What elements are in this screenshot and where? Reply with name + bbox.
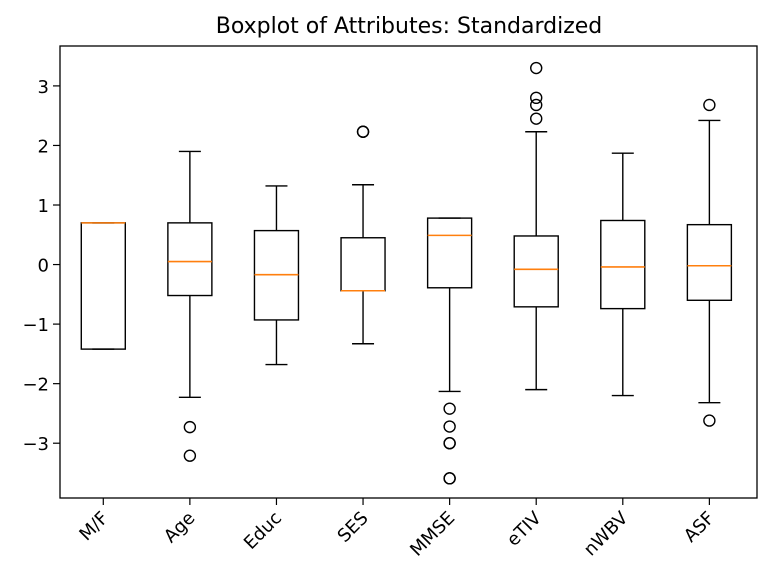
outlier-point [183, 420, 197, 434]
box-iqr [600, 219, 646, 310]
outlier-point [703, 414, 716, 427]
box-iqr [167, 222, 213, 297]
y-tick-label: −1 [22, 315, 49, 336]
chart-title: Boxplot of Attributes: Standardized [216, 14, 603, 39]
outlier-point [443, 472, 456, 485]
outlier-point [356, 125, 370, 138]
outlier-point [443, 402, 456, 415]
outlier-point [530, 112, 543, 125]
box-iqr [513, 235, 559, 308]
axes-frame [59, 45, 758, 499]
y-tick-label: 0 [38, 256, 49, 277]
y-tick-label: −3 [22, 434, 49, 455]
outlier-point [703, 98, 716, 112]
y-tick-label: 2 [38, 136, 49, 157]
y-tick-label: 1 [38, 196, 49, 217]
y-tick-label: −2 [22, 375, 49, 396]
box-iqr [426, 217, 473, 289]
outlier-point [530, 91, 543, 105]
y-tick-label: 3 [38, 77, 49, 98]
outlier-point [183, 449, 197, 462]
box-iqr [686, 223, 733, 301]
outlier-point [443, 420, 456, 433]
outlier-point [530, 61, 543, 75]
outlier-point [530, 98, 543, 112]
outlier-point [443, 437, 456, 450]
